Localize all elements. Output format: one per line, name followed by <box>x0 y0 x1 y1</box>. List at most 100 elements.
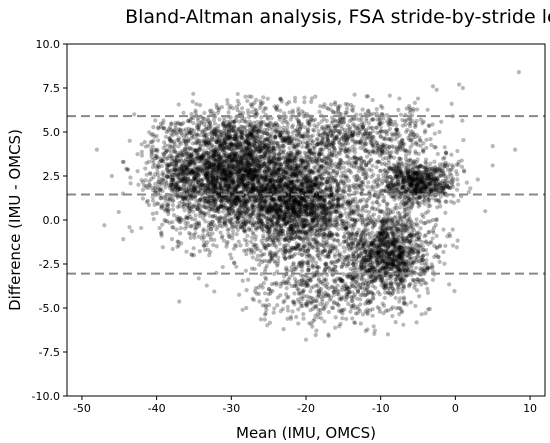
scatter-point <box>239 148 244 153</box>
scatter-point <box>193 187 198 193</box>
scatter-point <box>193 213 198 218</box>
scatter-point <box>233 151 238 156</box>
scatter-point <box>265 205 270 210</box>
scatter-point <box>194 101 199 107</box>
scatter-point <box>187 182 193 188</box>
scatter-point <box>226 152 231 158</box>
scatter-point <box>259 189 264 194</box>
scatter-point <box>206 210 211 215</box>
scatter-point <box>193 226 198 231</box>
scatter-point <box>322 195 327 200</box>
scatter-point <box>215 224 220 229</box>
scatter-point <box>206 199 211 204</box>
scatter-point <box>182 163 187 168</box>
scatter-point <box>144 172 149 177</box>
scatter-point <box>281 148 286 153</box>
scatter-point <box>258 154 263 159</box>
scatter-point <box>264 131 270 136</box>
scatter-point <box>159 177 165 183</box>
scatter-point <box>246 206 251 212</box>
scatter-point <box>207 195 212 200</box>
scatter-point <box>245 200 250 205</box>
scatter-point <box>184 141 189 146</box>
scatter-point <box>255 225 260 230</box>
scatter-point <box>179 176 184 181</box>
scatter-point <box>268 179 273 184</box>
scatter-point <box>230 204 235 209</box>
scatter-point <box>183 167 189 173</box>
scatter-point <box>239 160 244 165</box>
scatter-point <box>173 150 178 155</box>
scatter-point <box>218 230 223 235</box>
scatter-point <box>190 216 195 222</box>
scatter-point <box>229 146 234 151</box>
scatter-point <box>226 129 232 134</box>
scatter-point <box>216 209 222 215</box>
scatter-point <box>291 199 296 204</box>
scatter-point <box>298 236 303 241</box>
scatter-point <box>174 227 179 232</box>
scatter-point <box>289 167 294 172</box>
scatter-point <box>223 176 228 181</box>
scatter-point <box>228 220 233 225</box>
scatter-point <box>273 196 279 201</box>
scatter-point <box>213 184 218 189</box>
scatter-point <box>227 199 232 204</box>
scatter-point <box>273 133 278 138</box>
scatter-point <box>266 160 272 165</box>
scatter-point <box>225 239 230 245</box>
scatter-point <box>168 124 173 130</box>
scatter-point <box>236 172 241 177</box>
scatter-point <box>230 150 235 155</box>
scatter-point <box>216 197 221 202</box>
scatter-point <box>348 216 353 222</box>
scatter-point <box>193 148 198 154</box>
scatter-point <box>232 188 238 193</box>
scatter-point <box>206 125 211 130</box>
scatter-point <box>249 142 255 147</box>
scatter-point <box>191 209 196 214</box>
scatter-point <box>229 186 235 191</box>
scatter-point <box>227 155 232 160</box>
scatter-point <box>271 142 276 147</box>
scatter-point <box>195 179 200 185</box>
scatter-point <box>239 142 244 147</box>
scatter-point <box>239 224 244 229</box>
scatter-point <box>233 214 239 219</box>
scatter-point <box>260 176 266 181</box>
scatter-point <box>282 209 287 214</box>
scatter-point <box>227 134 232 139</box>
scatter-point <box>430 236 435 241</box>
scatter-point <box>240 207 245 212</box>
scatter-point <box>235 227 241 232</box>
scatter-point <box>167 186 173 191</box>
scatter-point <box>198 155 203 160</box>
scatter-point <box>231 124 237 129</box>
scatter-point <box>248 227 253 232</box>
scatter-point <box>227 155 232 160</box>
scatter-point <box>286 214 291 220</box>
scatter-point <box>244 145 249 150</box>
scatter-point <box>276 178 281 183</box>
scatter-point <box>197 223 202 228</box>
scatter-point <box>235 178 241 183</box>
scatter-point <box>184 133 189 139</box>
scatter-point <box>249 186 255 191</box>
scatter-point <box>245 178 250 184</box>
scatter-point <box>171 182 176 187</box>
scatter-points <box>94 70 521 342</box>
scatter-point <box>189 196 194 201</box>
scatter-point <box>253 226 258 231</box>
scatter-point <box>231 163 236 168</box>
scatter-point <box>238 224 243 229</box>
scatter-point <box>254 141 259 146</box>
scatter-point <box>186 129 192 134</box>
scatter-point <box>231 180 236 185</box>
scatter-point <box>232 194 238 199</box>
scatter-point <box>191 166 196 171</box>
scatter-point <box>334 186 339 191</box>
scatter-point <box>275 168 280 173</box>
scatter-point <box>258 206 263 212</box>
scatter-point <box>211 242 216 248</box>
scatter-point <box>243 119 248 124</box>
